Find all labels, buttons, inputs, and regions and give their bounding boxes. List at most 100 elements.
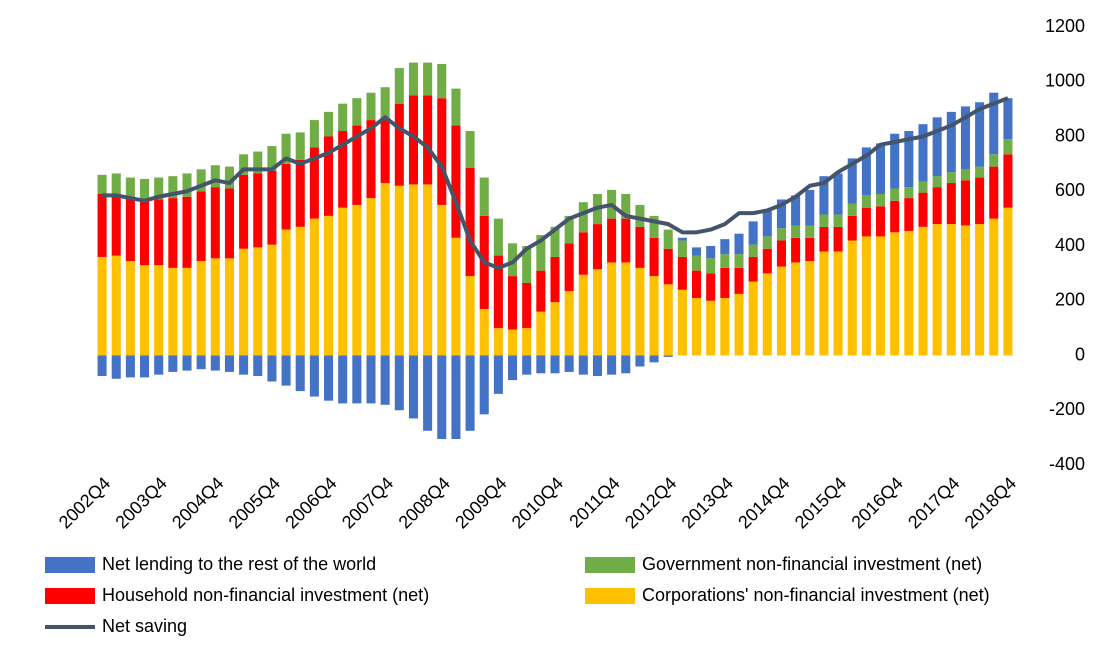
bar-segment	[408, 62, 418, 96]
y-tick-label: -400	[1049, 454, 1085, 474]
bar-segment	[791, 195, 801, 226]
bar-segment	[720, 298, 730, 356]
bar-segment	[918, 192, 928, 227]
bar-segment	[196, 169, 206, 192]
x-tick-label: 2012Q4	[621, 473, 680, 532]
bar-segment	[224, 188, 234, 259]
bar-segment	[861, 207, 871, 237]
bar-segment	[380, 355, 390, 405]
bar-segment	[762, 236, 772, 249]
bar-segment	[324, 215, 334, 356]
bar-segment	[564, 291, 574, 356]
bar-segment	[465, 131, 475, 168]
legend-label: Household non-financial investment (net)	[102, 585, 429, 605]
bar-segment	[239, 248, 249, 356]
bar-segment	[621, 355, 631, 374]
bar-segment	[125, 261, 135, 356]
bar-segment	[479, 355, 489, 415]
bar-segment	[437, 355, 447, 439]
bar-segment	[380, 183, 390, 356]
bar-segment	[536, 311, 546, 356]
bar-segment	[281, 355, 291, 386]
bar-segment	[734, 293, 744, 356]
x-tick-label: 2010Q4	[508, 473, 567, 532]
bar-segment	[168, 198, 178, 268]
bar-segment	[465, 167, 475, 277]
bar-segment	[338, 355, 348, 404]
bar-segment	[876, 143, 886, 194]
bar-segment	[465, 276, 475, 356]
bar-segment	[239, 355, 249, 375]
bar-segment	[210, 355, 220, 371]
x-tick-label: 2015Q4	[791, 473, 850, 532]
bar-segment	[805, 237, 815, 262]
bar-segment	[253, 247, 263, 356]
bar-segment	[677, 289, 687, 356]
bar-segment	[946, 111, 956, 173]
bar-segment	[847, 215, 857, 241]
bar-segment	[295, 226, 305, 356]
bar-segment	[352, 355, 362, 404]
bar-segment	[847, 203, 857, 216]
bar-segment	[536, 235, 546, 271]
bar-segment	[295, 132, 305, 160]
bar-segment	[324, 355, 334, 401]
bar-segment	[281, 133, 291, 164]
x-tick-label: 2003Q4	[111, 473, 170, 532]
bar-segment	[182, 196, 192, 268]
bar-segment	[394, 355, 404, 411]
bar-segment	[1003, 207, 1013, 356]
bar-segment	[578, 274, 588, 356]
bar-segment	[508, 355, 518, 381]
y-tick-label: 1200	[1045, 16, 1085, 36]
bar-segment	[706, 300, 716, 356]
bar-segment	[522, 282, 532, 329]
bar-segment	[508, 276, 518, 330]
bar-segment	[904, 198, 914, 231]
bar-segment	[309, 120, 319, 148]
bar-segment	[267, 355, 277, 382]
y-tick-label: 600	[1055, 180, 1085, 200]
x-tick-label: 2005Q4	[225, 473, 284, 532]
bar-segment	[564, 215, 574, 244]
bar-segment	[989, 218, 999, 356]
bar-segment	[677, 240, 687, 257]
bar-segment	[592, 269, 602, 356]
legend-swatch	[45, 557, 95, 573]
bar-segment	[890, 133, 900, 189]
bar-segment	[295, 355, 305, 392]
bar-segment	[111, 355, 121, 379]
bar-segment	[182, 173, 192, 197]
bar-segment	[550, 256, 560, 303]
bar-segment	[776, 199, 786, 229]
bar-segment	[975, 177, 985, 225]
bar-segment	[366, 355, 376, 404]
bar-segment	[210, 187, 220, 259]
bar-segment	[607, 262, 617, 356]
bar-segment	[394, 185, 404, 356]
y-tick-label: 400	[1055, 235, 1085, 255]
bar-segment	[663, 355, 673, 357]
bar-segment	[861, 195, 871, 208]
bar-segment	[847, 158, 857, 204]
bar-segment	[423, 95, 433, 185]
bar-segment	[479, 177, 489, 216]
bar-segment	[649, 237, 659, 277]
bar-segment	[748, 221, 758, 245]
bar-segment	[408, 95, 418, 185]
bar-segment	[97, 355, 107, 377]
bar-segment	[309, 147, 319, 219]
bar-segment	[946, 183, 956, 225]
bar-segment	[692, 247, 702, 256]
bar-segment	[324, 136, 334, 216]
x-tick-label: 2011Q4	[565, 473, 623, 531]
bar-segment	[833, 226, 843, 252]
y-tick-label: 0	[1075, 344, 1085, 364]
bar-segment	[352, 125, 362, 205]
bar-segment	[663, 229, 673, 249]
bar-segment	[309, 355, 319, 397]
bar-segment	[493, 255, 503, 329]
x-tick-label: 2008Q4	[395, 473, 454, 532]
legend-label: Government non-financial investment (net…	[642, 554, 982, 574]
